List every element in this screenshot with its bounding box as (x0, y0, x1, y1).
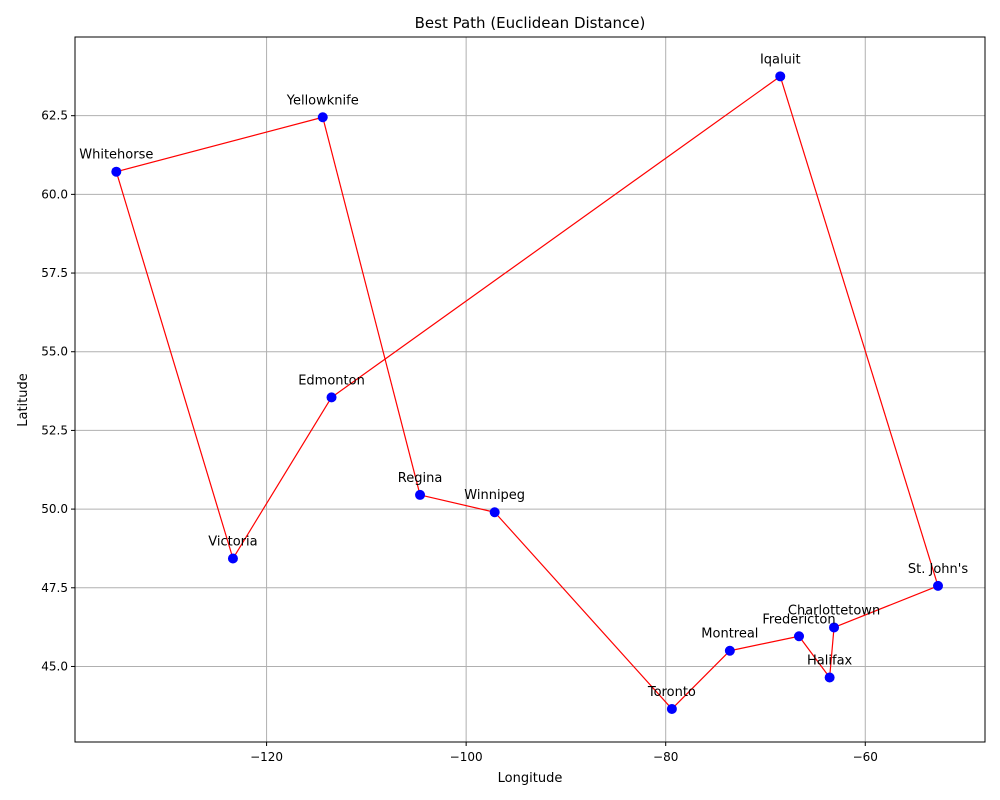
city-label: Fredericton (762, 612, 835, 627)
grid (75, 37, 985, 742)
city-label: Victoria (208, 535, 257, 550)
path-segment (419, 494, 495, 513)
city-point (317, 112, 328, 123)
plot-frame (74, 36, 986, 743)
path-segment (829, 627, 835, 678)
path-segment (729, 635, 800, 652)
city-label: Yellowknife (286, 93, 359, 108)
path-segment (116, 116, 323, 173)
city-label: Toronto (647, 685, 696, 700)
path-segment (833, 585, 939, 628)
path-lines (115, 75, 939, 710)
chart-title: Best Path (Euclidean Distance) (415, 14, 646, 32)
city-label: Charlottetown (788, 603, 880, 618)
y-tick-label: 57.5 (41, 266, 68, 280)
y-tick-label: 45.0 (41, 659, 68, 673)
path-segment (115, 171, 234, 559)
city-point (326, 392, 337, 403)
path-segment (494, 511, 673, 710)
city-label: Winnipeg (464, 488, 525, 503)
city-points (111, 71, 944, 714)
y-tick-label: 52.5 (41, 423, 68, 437)
city-labels: Iqaluit Yellowknife Whitehorse Edmonton Regi… (79, 52, 968, 700)
y-tick-label: 50.0 (41, 502, 68, 516)
city-point (794, 631, 805, 642)
y-tick-label: 62.5 (41, 109, 68, 123)
city-label: Whitehorse (79, 148, 153, 163)
x-tick-label: −80 (653, 750, 678, 764)
x-tick-label: −100 (450, 750, 483, 764)
y-tick-label: 60.0 (41, 187, 68, 201)
y-axis-label: Latitude (16, 373, 31, 427)
city-label: St. John's (908, 562, 968, 577)
city-point (829, 622, 840, 633)
city-label: Regina (398, 471, 443, 486)
city-point (933, 580, 944, 591)
x-tick-label: −60 (853, 750, 878, 764)
city-label: Halifax (807, 653, 853, 668)
path-segment (779, 76, 939, 587)
y-tick-label: 47.5 (41, 581, 68, 595)
city-point (227, 553, 238, 564)
axis-ticks: −120 −100 −80 −60 45.0 47.5 50.0 52.5 55.0 57.5 60… (41, 109, 878, 764)
city-point (666, 703, 677, 714)
city-point (724, 645, 735, 656)
city-point (824, 672, 835, 683)
city-label: Edmonton (298, 373, 365, 388)
path-segment (671, 650, 731, 710)
path-segment (232, 397, 333, 559)
city-point (111, 166, 122, 177)
path-segment (322, 117, 421, 496)
x-axis-label: Longitude (498, 771, 563, 786)
x-tick-label: −120 (250, 750, 283, 764)
city-label: Iqaluit (760, 52, 801, 67)
city-point (489, 507, 500, 518)
path-segment (331, 75, 781, 398)
y-tick-label: 55.0 (41, 345, 68, 359)
city-label: Montreal (701, 627, 758, 642)
city-point (415, 489, 426, 500)
city-point (775, 71, 786, 82)
path-segment (798, 635, 831, 678)
